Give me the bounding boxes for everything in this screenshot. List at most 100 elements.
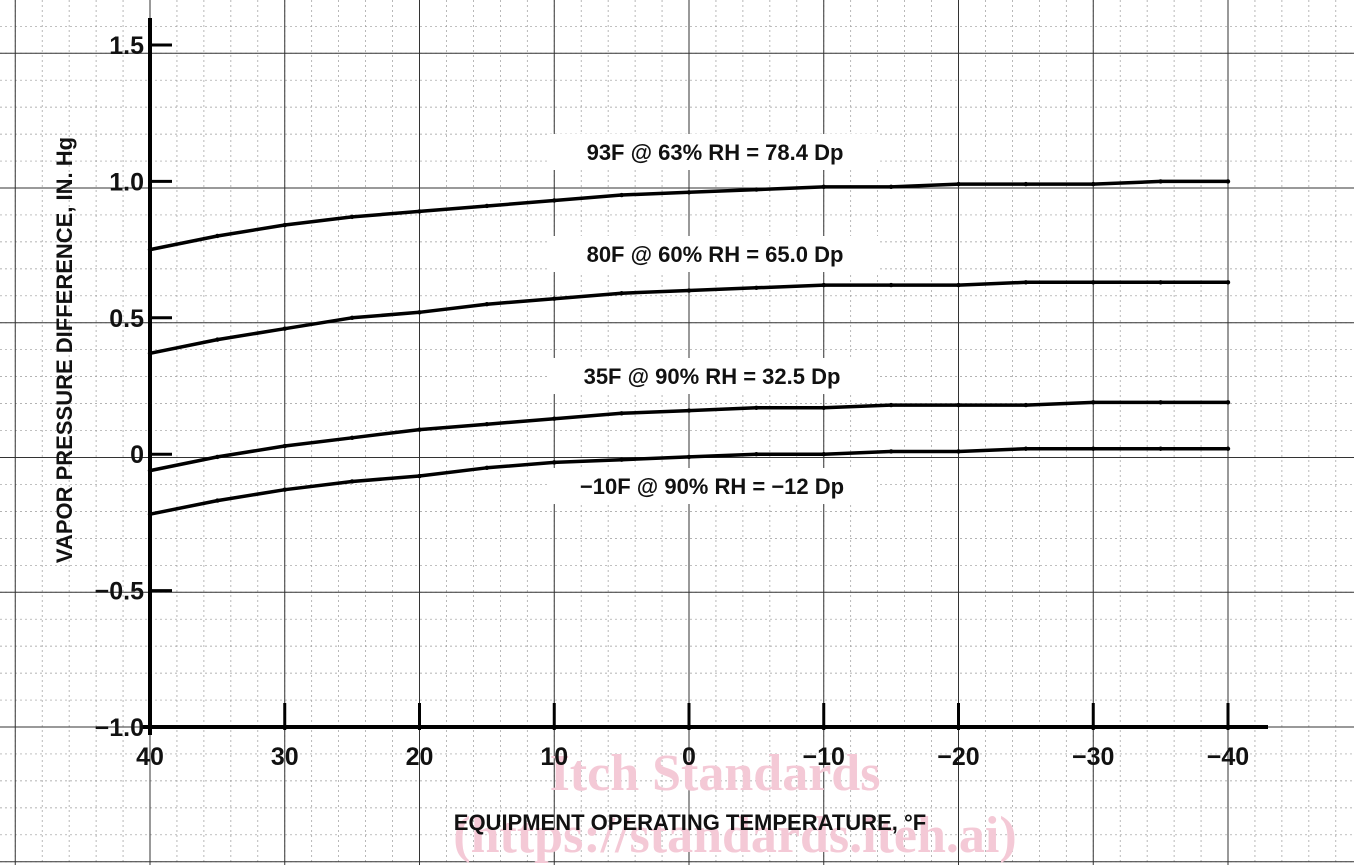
data-point xyxy=(1091,446,1096,451)
series-label-2: 80F @ 60% RH = 65.0 Dp xyxy=(587,242,844,267)
data-point xyxy=(821,405,826,411)
data-point xyxy=(754,405,759,411)
data-point xyxy=(619,411,624,416)
data-point xyxy=(686,288,692,293)
data-point xyxy=(484,465,490,471)
x-tick-label: −40 xyxy=(1207,743,1249,771)
data-point xyxy=(282,222,287,228)
data-point xyxy=(821,452,826,457)
data-point xyxy=(349,214,355,220)
data-point xyxy=(956,282,961,288)
data-point xyxy=(282,326,287,331)
data-point xyxy=(417,310,422,315)
tick-labels: 40 30 20 10 0 −10 −20 −30 −40 1.5 1.0 0.5 0 −0.5 −1.0 xyxy=(95,32,1250,771)
y-tick-label: −1.0 xyxy=(95,714,144,742)
data-point xyxy=(349,479,355,484)
data-point xyxy=(484,301,490,307)
data-point xyxy=(686,190,692,195)
y-tick-label: −0.5 xyxy=(95,578,144,606)
watermark: Itch Standards(https://standards.iteh.ai… xyxy=(453,745,1016,864)
data-point xyxy=(686,454,692,460)
series-label-bg xyxy=(550,236,880,272)
watermark-line-2: (https://standards.iteh.ai) xyxy=(453,807,1016,864)
data-point xyxy=(1225,400,1231,405)
x-axis-title: EQUIPMENT OPERATING TEMPERATURE, °F xyxy=(454,810,926,835)
data-point xyxy=(1158,446,1163,451)
series-lines xyxy=(147,179,1231,517)
data-point xyxy=(956,402,961,408)
data-point xyxy=(888,184,894,190)
data-point xyxy=(754,285,759,290)
y-tick-label: 1.5 xyxy=(109,32,144,60)
data-point xyxy=(821,184,826,190)
data-point xyxy=(1023,280,1029,285)
series-label-4: −10F @ 90% RH = −12 Dp xyxy=(580,474,844,499)
data-point xyxy=(956,449,961,454)
data-point xyxy=(1091,181,1096,187)
series-label-1: 93F @ 63% RH = 78.4 Dp xyxy=(587,140,844,165)
data-point xyxy=(147,468,153,473)
data-point xyxy=(888,402,894,408)
x-tick-label: 30 xyxy=(271,743,299,771)
watermark-line-1: Itch Standards xyxy=(550,745,881,802)
x-tick-label: 0 xyxy=(682,743,696,771)
data-point xyxy=(888,449,894,454)
data-point xyxy=(1023,446,1029,451)
data-point xyxy=(349,435,355,441)
x-tick-label: 10 xyxy=(540,743,568,771)
data-point xyxy=(147,351,153,356)
data-point xyxy=(1023,402,1029,408)
data-point xyxy=(484,421,490,427)
data-point xyxy=(619,457,624,462)
y-tick-label: 1.0 xyxy=(109,168,144,196)
data-point xyxy=(147,512,153,517)
data-point xyxy=(147,247,153,252)
data-point xyxy=(821,282,826,288)
data-point xyxy=(956,181,961,187)
data-point xyxy=(215,233,220,239)
data-point xyxy=(1158,400,1163,405)
data-point xyxy=(1225,179,1231,184)
data-point xyxy=(1225,280,1231,285)
data-point xyxy=(215,498,220,503)
series-label-bg xyxy=(547,358,877,394)
data-point xyxy=(552,416,557,421)
x-tick-label: −10 xyxy=(803,743,845,771)
data-point xyxy=(1158,179,1163,184)
axes xyxy=(142,18,1268,735)
data-point xyxy=(754,187,759,192)
data-point xyxy=(215,337,220,342)
y-axis-title: VAPOR PRESSURE DIFFERENCE, IN. Hg xyxy=(52,137,77,563)
data-point xyxy=(552,296,557,301)
data-point xyxy=(1091,400,1096,405)
data-point xyxy=(282,443,287,449)
series-labels: 93F @ 63% RH = 78.4 Dp 80F @ 60% RH = 65.… xyxy=(547,134,880,504)
data-point xyxy=(552,460,557,465)
y-tick-label: 0 xyxy=(130,441,144,469)
series-label-3: 35F @ 90% RH = 32.5 Dp xyxy=(584,364,841,389)
data-point xyxy=(484,203,490,209)
x-tick-label: −30 xyxy=(1072,743,1114,771)
data-point xyxy=(1158,280,1163,285)
data-point xyxy=(417,473,422,479)
data-point xyxy=(282,487,287,492)
y-tick-label: 0.5 xyxy=(109,305,144,333)
series-label-bg xyxy=(547,468,877,504)
x-tick-label: 20 xyxy=(406,743,434,771)
x-tick-label: −20 xyxy=(937,743,979,771)
series-label-bg xyxy=(550,134,880,170)
data-point xyxy=(417,209,422,214)
data-point xyxy=(1091,280,1096,285)
data-point xyxy=(1023,181,1029,187)
data-point xyxy=(686,408,692,413)
data-point xyxy=(417,427,422,432)
data-point xyxy=(888,282,894,288)
x-tick-label: 40 xyxy=(136,743,164,771)
data-point xyxy=(552,198,557,203)
data-point xyxy=(754,452,759,457)
data-point xyxy=(1225,446,1231,451)
data-point xyxy=(619,192,624,198)
